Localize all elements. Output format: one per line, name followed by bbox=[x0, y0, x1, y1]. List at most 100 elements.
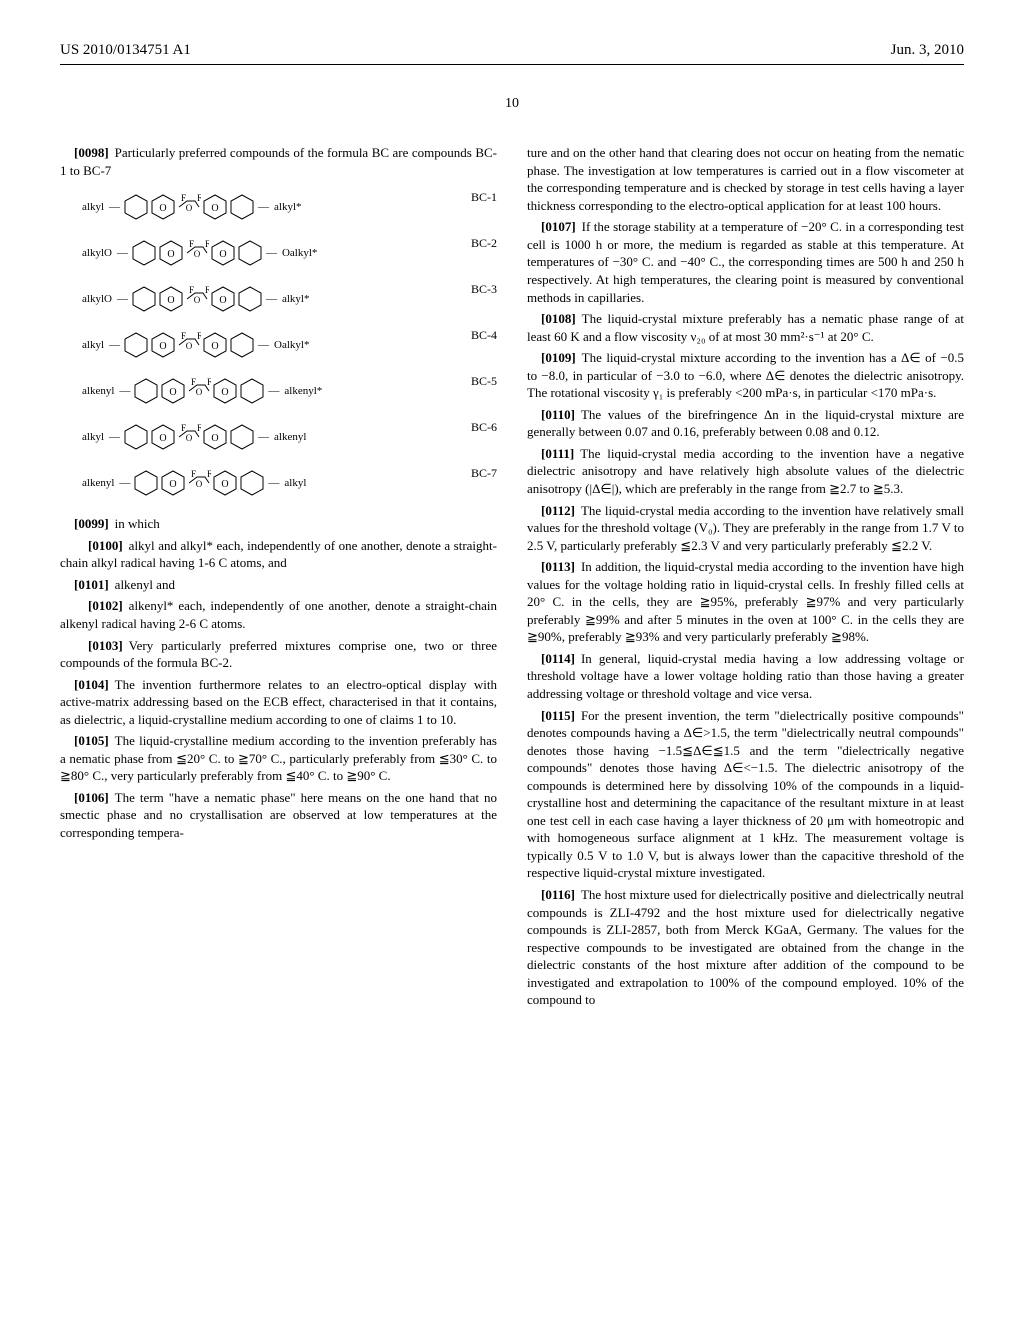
para-number: [0110] bbox=[541, 406, 575, 424]
substituent-right: alkyl* bbox=[282, 292, 310, 307]
publication-date: Jun. 3, 2010 bbox=[891, 40, 964, 60]
paragraph: [0103]Very particularly preferred mixtur… bbox=[60, 637, 497, 672]
paragraph: [0109]The liquid-crystal mixture accordi… bbox=[527, 349, 964, 402]
para-number: [0103] bbox=[88, 637, 123, 655]
para-text: alkyl and alkyl* each, independently of … bbox=[60, 538, 497, 571]
para-text: The host mixture used for dielectrically… bbox=[527, 887, 964, 1007]
para-number: [0114] bbox=[541, 650, 575, 668]
paragraph: [0108]The liquid-crystal mixture prefera… bbox=[527, 310, 964, 345]
svg-text:O: O bbox=[211, 203, 218, 214]
paragraph: [0105]The liquid-crystalline medium acco… bbox=[60, 732, 497, 785]
para-number: [0100] bbox=[88, 537, 123, 555]
svg-text:F: F bbox=[181, 423, 186, 433]
structure-label: BC-7 bbox=[471, 465, 497, 481]
svg-text:F: F bbox=[191, 469, 196, 479]
svg-text:O: O bbox=[196, 387, 203, 397]
svg-text:F: F bbox=[197, 423, 201, 433]
structure-label: BC-3 bbox=[471, 281, 497, 297]
para-number: [0111] bbox=[541, 445, 574, 463]
para-number: [0099] bbox=[74, 515, 109, 533]
para-text: The liquid-crystalline medium according … bbox=[60, 733, 497, 783]
svg-text:O: O bbox=[170, 479, 177, 490]
svg-text:F: F bbox=[189, 239, 194, 249]
chemical-structure: BC-1 alkyl — O F O F O — alkyl* bbox=[80, 193, 497, 221]
paragraph: [0111]The liquid-crystal media according… bbox=[527, 445, 964, 498]
paragraph: [0101]alkenyl and bbox=[60, 576, 497, 594]
para-number: [0101] bbox=[74, 576, 109, 594]
para-text: Particularly preferred compounds of the … bbox=[60, 145, 497, 178]
svg-text:O: O bbox=[186, 203, 193, 213]
paragraph: [0098]Particularly preferred compounds o… bbox=[60, 144, 497, 179]
paragraph: [0107]If the storage stability at a temp… bbox=[527, 218, 964, 306]
substituent-right: alkyl* bbox=[274, 200, 302, 215]
para-number: [0108] bbox=[541, 310, 576, 328]
svg-text:F: F bbox=[205, 239, 209, 249]
chemical-structure: BC-3 alkylO — O F O F O — alkyl* bbox=[80, 285, 497, 313]
para-number: [0106] bbox=[74, 789, 109, 807]
para-number: [0098] bbox=[74, 144, 109, 162]
substituent-left: alkyl bbox=[82, 430, 104, 445]
chemical-diagrams: BC-1 alkyl — O F O F O — alkyl* BC-2 alk… bbox=[80, 193, 497, 497]
substituent-left: alkyl bbox=[82, 338, 104, 353]
svg-text:O: O bbox=[170, 387, 177, 398]
substituent-right: Oalkyl* bbox=[274, 338, 309, 353]
substituent-left: alkylO bbox=[82, 246, 112, 261]
structure-label: BC-5 bbox=[471, 373, 497, 389]
svg-text:O: O bbox=[194, 295, 201, 305]
content-columns: [0098]Particularly preferred compounds o… bbox=[60, 144, 964, 1013]
svg-text:O: O bbox=[196, 479, 203, 489]
svg-text:F: F bbox=[207, 377, 211, 387]
left-column: [0098]Particularly preferred compounds o… bbox=[60, 144, 497, 1013]
svg-text:O: O bbox=[211, 433, 218, 444]
structure-label: BC-1 bbox=[471, 189, 497, 205]
svg-text:O: O bbox=[194, 249, 201, 259]
para-number: [0115] bbox=[541, 707, 575, 725]
para-number: [0113] bbox=[541, 558, 575, 576]
substituent-left: alkenyl bbox=[82, 476, 114, 491]
paragraph: [0116]The host mixture used for dielectr… bbox=[527, 886, 964, 1009]
svg-text:O: O bbox=[167, 295, 174, 306]
para-number: [0104] bbox=[74, 676, 109, 694]
structure-label: BC-4 bbox=[471, 327, 497, 343]
svg-text:O: O bbox=[219, 295, 226, 306]
para-text: For the present invention, the term "die… bbox=[527, 708, 964, 881]
para-text: The liquid-crystal mixture preferably ha… bbox=[527, 311, 964, 344]
para-text: The liquid-crystal mixture according to … bbox=[527, 350, 964, 400]
para-text: The liquid-crystal media according to th… bbox=[527, 446, 964, 496]
para-text: Very particularly preferred mixtures com… bbox=[60, 638, 497, 671]
chemical-structure: BC-6 alkyl — O F O F O — alkenyl bbox=[80, 423, 497, 451]
substituent-right: alkyl bbox=[284, 476, 306, 491]
svg-text:F: F bbox=[181, 193, 186, 203]
structure-label: BC-6 bbox=[471, 419, 497, 435]
svg-text:O: O bbox=[159, 433, 166, 444]
chemical-structure: BC-5 alkenyl — O F O F O — alkenyl* bbox=[80, 377, 497, 405]
paragraph: [0104]The invention furthermore relates … bbox=[60, 676, 497, 729]
substituent-left: alkyl bbox=[82, 200, 104, 215]
svg-text:F: F bbox=[181, 331, 186, 341]
chemical-structure: BC-2 alkylO — O F O F O — Oalkyl* bbox=[80, 239, 497, 267]
structure-label: BC-2 bbox=[471, 235, 497, 251]
paragraph: [0100]alkyl and alkyl* each, independent… bbox=[60, 537, 497, 572]
para-number: [0109] bbox=[541, 349, 576, 367]
svg-text:O: O bbox=[219, 249, 226, 260]
paragraph: [0110]The values of the birefringence Δn… bbox=[527, 406, 964, 441]
paragraph: [0114]In general, liquid-crystal media h… bbox=[527, 650, 964, 703]
substituent-left: alkenyl bbox=[82, 384, 114, 399]
paragraph: [0099]in which bbox=[60, 515, 497, 533]
svg-text:F: F bbox=[207, 469, 211, 479]
svg-text:F: F bbox=[197, 193, 201, 203]
publication-number: US 2010/0134751 A1 bbox=[60, 40, 191, 60]
svg-text:O: O bbox=[222, 387, 229, 398]
para-number: [0107] bbox=[541, 218, 576, 236]
para-text: The values of the birefringence Δn in th… bbox=[527, 407, 964, 440]
svg-text:O: O bbox=[211, 341, 218, 352]
para-number: [0116] bbox=[541, 886, 575, 904]
svg-text:F: F bbox=[197, 331, 201, 341]
para-text: In general, liquid-crystal media having … bbox=[527, 651, 964, 701]
svg-text:O: O bbox=[186, 341, 193, 351]
paragraph: [0102]alkenyl* each, independently of on… bbox=[60, 597, 497, 632]
chemical-structure: BC-7 alkenyl — O F O F O — alkyl bbox=[80, 469, 497, 497]
paragraph: [0106]The term "have a nematic phase" he… bbox=[60, 789, 497, 842]
svg-text:F: F bbox=[189, 285, 194, 295]
para-number: [0112] bbox=[541, 502, 575, 520]
